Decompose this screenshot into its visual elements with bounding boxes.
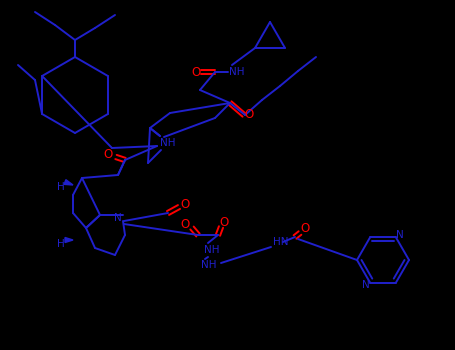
Text: O: O bbox=[300, 222, 309, 235]
Text: O: O bbox=[219, 216, 228, 229]
Text: NH: NH bbox=[201, 260, 217, 270]
Text: O: O bbox=[180, 198, 190, 211]
Text: N: N bbox=[114, 213, 122, 223]
Text: NH: NH bbox=[204, 245, 220, 255]
Polygon shape bbox=[65, 238, 73, 243]
Text: O: O bbox=[103, 148, 113, 161]
Text: O: O bbox=[192, 65, 201, 78]
Text: H: H bbox=[57, 239, 65, 249]
Text: N: N bbox=[362, 280, 370, 289]
Polygon shape bbox=[64, 180, 73, 185]
Text: NH: NH bbox=[160, 138, 176, 148]
Text: O: O bbox=[180, 218, 190, 231]
Text: H: H bbox=[57, 182, 65, 192]
Text: N: N bbox=[396, 231, 404, 240]
Text: NH: NH bbox=[229, 67, 245, 77]
Text: HN: HN bbox=[273, 237, 288, 247]
Text: O: O bbox=[244, 108, 253, 121]
